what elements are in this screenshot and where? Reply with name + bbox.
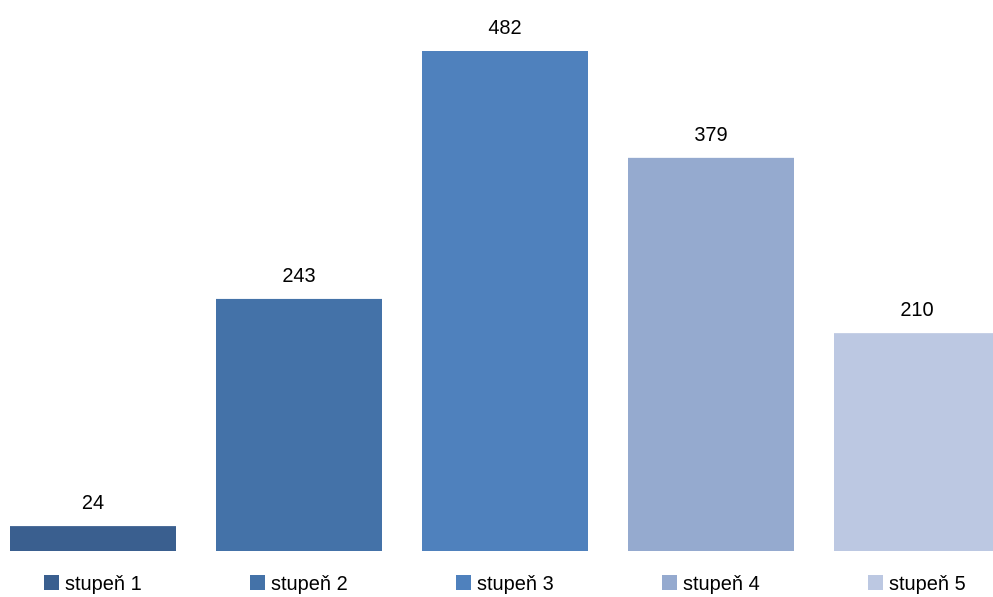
data-labels-group: 24 243 482 379 210 — [82, 17, 934, 514]
legend-item-3: stupeň 3 — [456, 573, 554, 595]
bar-2 — [216, 298, 382, 551]
legend-item-4: stupeň 4 — [662, 573, 760, 595]
bar-3 — [422, 51, 588, 551]
legend-label-2: stupeň 2 — [271, 573, 348, 595]
legend: stupeň 1 stupeň 2 stupeň 3 stupeň 4 stupeň 5 — [44, 573, 966, 595]
bar-1 — [10, 526, 176, 551]
legend-item-5: stupeň 5 — [868, 573, 966, 595]
data-label-2: 243 — [282, 265, 315, 287]
legend-item-2: stupeň 2 — [250, 573, 348, 595]
legend-label-5: stupeň 5 — [889, 573, 966, 595]
bar-5 — [834, 333, 993, 551]
legend-swatch-2 — [250, 575, 265, 590]
legend-swatch-3 — [456, 575, 471, 590]
legend-label-1: stupeň 1 — [65, 573, 142, 595]
bars-group — [10, 51, 993, 551]
data-label-1: 24 — [82, 492, 104, 514]
legend-label-3: stupeň 3 — [477, 573, 554, 595]
legend-label-4: stupeň 4 — [683, 573, 760, 595]
legend-swatch-4 — [662, 575, 677, 590]
legend-item-1: stupeň 1 — [44, 573, 142, 595]
legend-swatch-5 — [868, 575, 883, 590]
bar-4 — [628, 157, 794, 551]
data-label-5: 210 — [900, 299, 933, 321]
data-label-3: 482 — [488, 17, 521, 39]
data-label-4: 379 — [694, 124, 727, 146]
legend-swatch-1 — [44, 575, 59, 590]
